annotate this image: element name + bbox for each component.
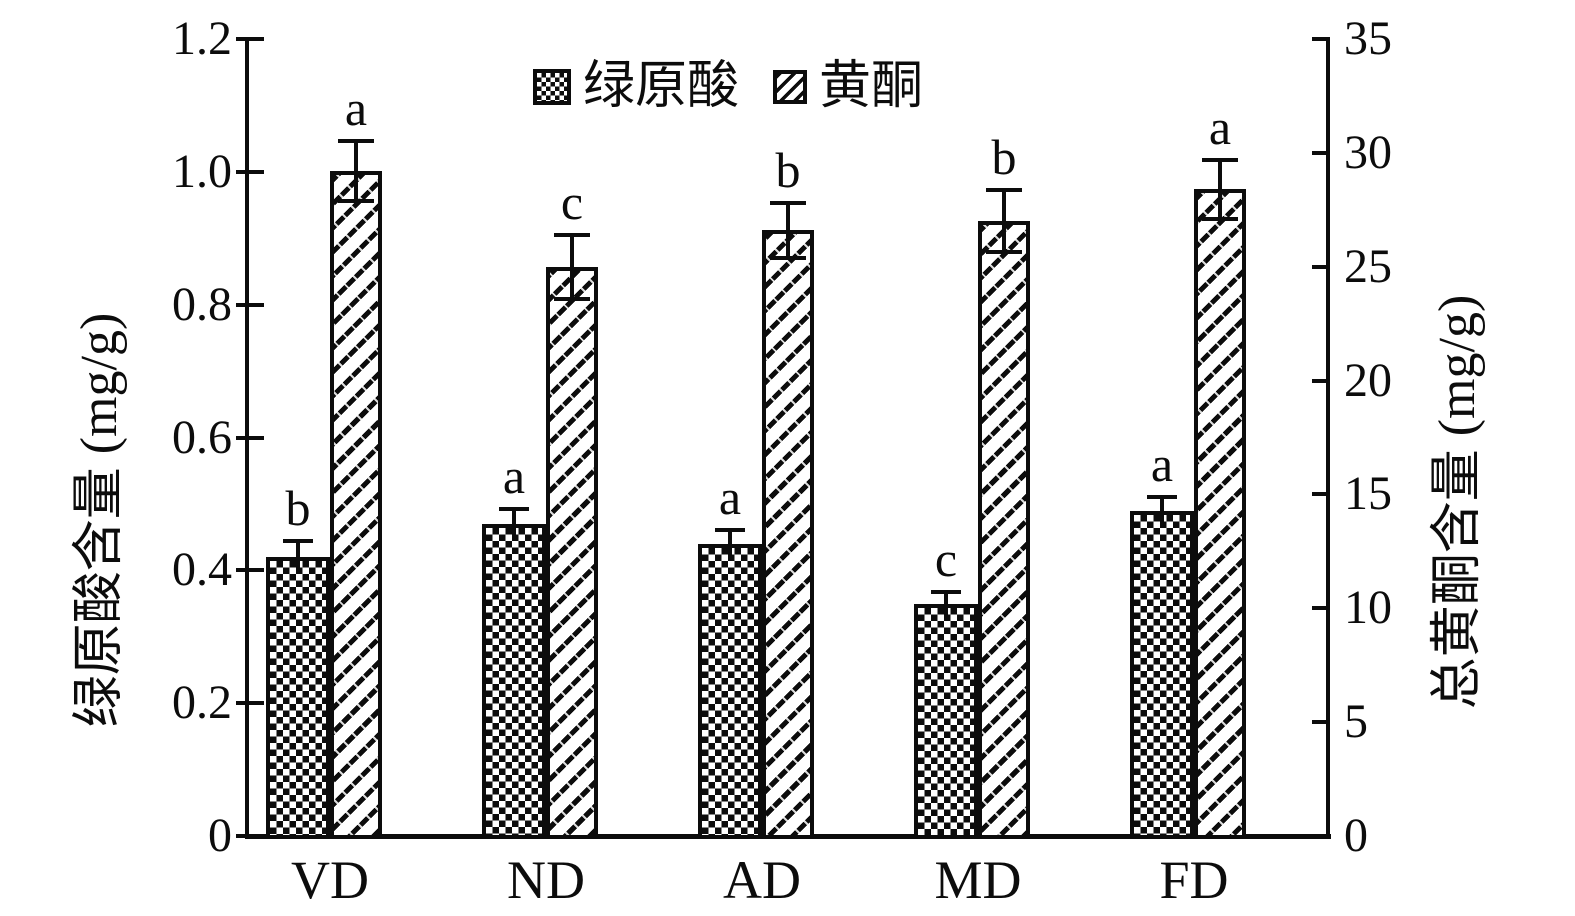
left-axis-tick-label-1.2: 1.2 [172,12,232,65]
bar-绿原酸-MD [914,603,978,839]
left-axis-tick-label-0.4: 0.4 [172,543,232,597]
sig-letter-黄酮-MD: b [991,129,1017,186]
error-bar-line-黄酮-FD [1218,159,1222,219]
left-axis-tick-label-0.6: 0.6 [172,410,232,464]
right-axis-tick-label-10: 10 [1344,581,1392,635]
legend-swatch-checker-icon [533,69,571,105]
error-bar-line-绿原酸-FD [1160,496,1164,527]
right-axis-tick-10 [1312,606,1330,611]
legend-label-flavonoid: 黄酮 [819,58,924,115]
error-bar-cap-bottom-黄酮-VD [338,198,374,203]
x-category-label-ND: ND [507,850,585,910]
left-axis-tick-0.4 [236,568,264,573]
error-bar-cap-top-绿原酸-ND [499,506,529,511]
x-category-label-AD: AD [723,850,801,910]
bar-绿原酸-VD [266,557,330,839]
left-axis-tick-0.6 [236,435,264,440]
right-axis-tick-label-30: 30 [1344,125,1392,179]
error-bar-line-黄酮-ND [570,234,574,299]
left-axis-tick-label-1.0: 1.0 [172,144,232,198]
error-bar-cap-top-黄酮-FD [1202,157,1238,162]
sig-letter-绿原酸-MD: c [934,530,958,587]
bar-绿原酸-FD [1130,510,1194,839]
left-axis-tick-label-0: 0 [208,809,232,862]
right-axis-tick-0 [1312,834,1330,838]
error-bar-cap-top-黄酮-AD [770,200,806,205]
bar-黄酮-AD [762,230,814,839]
left-axis-tick-0.8 [236,302,264,307]
sig-letter-黄酮-FD: a [1208,98,1232,155]
sig-letter-黄酮-ND: c [560,173,584,230]
error-bar-cap-top-黄酮-ND [554,232,590,237]
right-axis-tick-label-35: 35 [1344,12,1392,65]
right-axis-tick-25 [1312,264,1330,269]
left-axis-tick-label-0.8: 0.8 [172,277,232,331]
error-bar-line-绿原酸-AD [728,530,732,560]
bar-绿原酸-ND [482,523,546,839]
right-axis-tick-label-25: 25 [1344,239,1392,293]
left-axis-tick-label-0.2: 0.2 [172,676,232,730]
error-bar-cap-bottom-黄酮-FD [1202,216,1238,221]
sig-letter-绿原酸-FD: a [1150,435,1174,492]
error-bar-cap-top-黄酮-VD [338,139,374,144]
right-axis-tick-label-15: 15 [1344,467,1392,521]
right-axis-tick-5 [1312,720,1330,725]
right-axis-tick-label-5: 5 [1344,695,1368,749]
error-bar-cap-top-绿原酸-MD [931,589,961,594]
error-bar-line-黄酮-VD [354,141,358,201]
bar-绿原酸-AD [698,543,762,839]
error-bar-cap-bottom-黄酮-ND [554,296,590,301]
right-axis-tick-35 [1312,37,1330,41]
error-bar-line-绿原酸-ND [512,508,516,540]
sig-letter-黄酮-VD: a [344,80,368,137]
error-bar-line-绿原酸-VD [296,541,300,574]
sig-letter-绿原酸-VD: b [285,480,311,537]
right-axis-tick-label-0: 0 [1344,809,1368,862]
error-bar-cap-top-绿原酸-VD [283,539,313,544]
error-bar-line-黄酮-AD [786,202,790,258]
error-bar-cap-top-绿原酸-AD [715,528,745,533]
right-axis-spine [1326,39,1330,839]
bar-黄酮-MD [978,221,1030,839]
error-bar-cap-top-黄酮-MD [986,188,1022,193]
error-bar-cap-top-绿原酸-FD [1147,494,1177,499]
bar-黄酮-ND [546,266,598,839]
left-axis-tick-0.2 [236,701,264,706]
right-axis-tick-20 [1312,378,1330,383]
error-bar-line-绿原酸-MD [944,591,948,620]
error-bar-cap-bottom-黄酮-MD [986,249,1022,254]
error-bar-cap-bottom-黄酮-AD [770,255,806,260]
left-axis-title: 绿原酸含量 (mg/g) [71,312,128,728]
left-axis-tick-1.2 [236,37,264,41]
right-axis-tick-30 [1312,150,1330,155]
error-bar-line-黄酮-MD [1002,190,1006,252]
legend: 绿原酸 黄酮 [533,56,923,118]
sig-letter-黄酮-AD: b [775,141,801,198]
sig-letter-绿原酸-ND: a [502,447,526,504]
x-category-label-FD: FD [1159,850,1229,910]
bar-黄酮-VD [330,171,382,839]
right-axis-tick-15 [1312,492,1330,497]
left-axis-tick-1.0 [236,169,264,174]
x-category-label-MD: MD [934,850,1022,910]
right-axis-tick-label-20: 20 [1344,353,1392,407]
left-axis-tick-0 [236,834,264,838]
bar-黄酮-FD [1194,189,1246,839]
sig-letter-绿原酸-AD: a [718,469,742,526]
legend-label-chlorogenic: 绿原酸 [583,58,740,115]
x-category-label-VD: VD [291,850,369,910]
legend-swatch-hatch-icon [773,70,808,104]
